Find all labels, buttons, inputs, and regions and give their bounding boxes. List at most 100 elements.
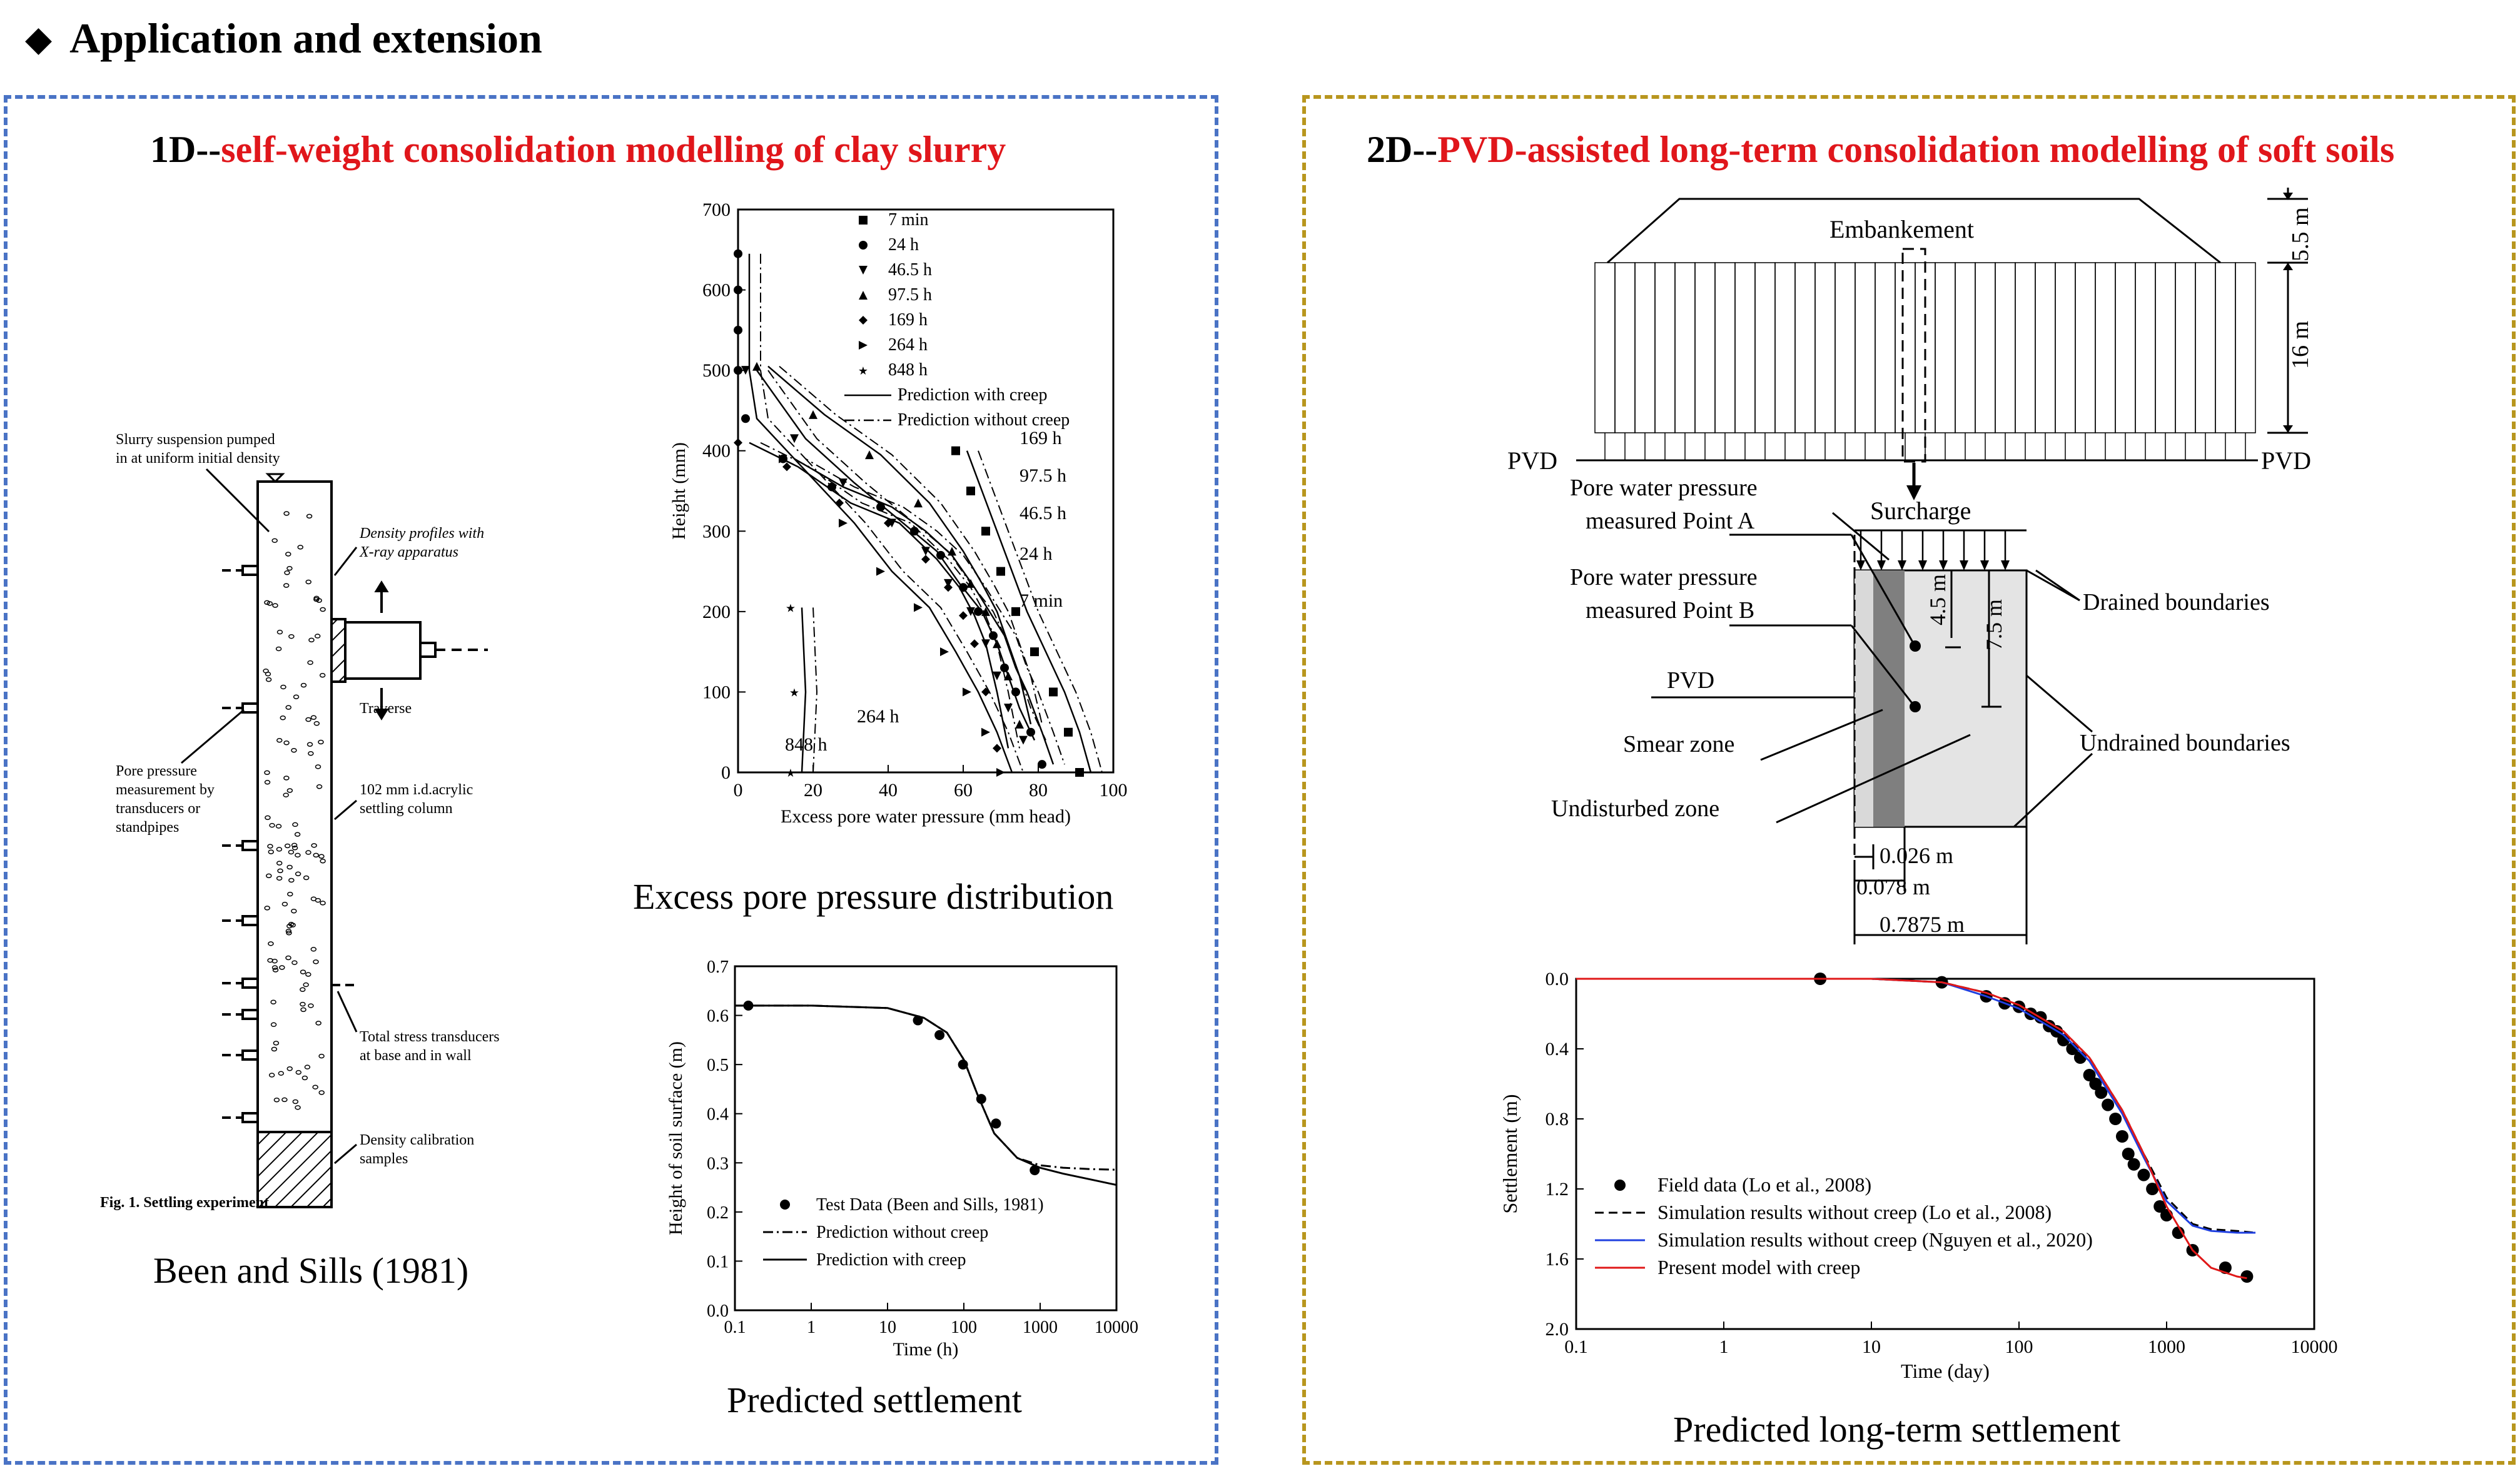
settling-experiment-figure: Slurry suspension pumped in at uniform i… — [100, 432, 500, 1211]
particle — [308, 637, 315, 643]
legend-label: 97.5 h — [888, 285, 932, 305]
legend-label: Prediction without creep — [898, 410, 1070, 430]
x-tick-label: 40 — [879, 780, 898, 801]
legend-label: 848 h — [888, 360, 928, 380]
left-panel-title: 1D--self-weight consolidation modelling … — [150, 128, 1006, 171]
slurry-particles — [263, 511, 326, 1110]
stress-label-1: Total stress transducers — [360, 1029, 500, 1045]
pore-label-3: transducers or — [116, 801, 200, 817]
particle — [271, 965, 278, 970]
particle — [291, 748, 297, 753]
point-a-label-1: Pore water pressure — [1570, 475, 1758, 501]
data-point — [876, 567, 885, 576]
data-point — [734, 325, 742, 335]
pvd-left-label: PVD — [1507, 447, 1557, 475]
y-tick-label: 700 — [702, 200, 731, 220]
field-data-point — [2137, 1168, 2150, 1181]
particle — [308, 1003, 314, 1008]
data-point — [809, 410, 817, 419]
data-point — [996, 768, 1005, 777]
particle — [318, 739, 324, 745]
embankment-shape — [1607, 198, 2221, 264]
field-data-point — [2083, 1069, 2096, 1081]
field-data-point — [2127, 1158, 2140, 1171]
pvd-column — [1814, 262, 1836, 433]
left-title-prefix: 1D-- — [150, 129, 221, 170]
particle — [310, 947, 317, 952]
particle — [320, 607, 326, 612]
settle-chart-caption: Predicted settlement — [727, 1380, 1022, 1420]
pvd-column — [2035, 262, 2056, 433]
data-point — [839, 518, 848, 528]
plot-frame — [737, 208, 1115, 774]
pvd-label: PVD — [1667, 667, 1714, 694]
pvd-column — [1834, 262, 1856, 433]
particle — [276, 847, 283, 852]
y-tick-label: 0.4 — [1546, 1039, 1569, 1059]
legend-marker — [859, 241, 868, 250]
legend-label: 169 h — [888, 310, 928, 330]
data-point — [734, 438, 742, 447]
creep-curve — [966, 450, 1092, 773]
y-tick-label: 0.3 — [707, 1154, 729, 1173]
field-data-point — [2153, 1200, 2167, 1213]
surcharge-arrow-icon — [1939, 560, 1948, 570]
particle — [269, 822, 275, 828]
right-panel-title: 2D--PVD-assisted long-term consolidation… — [1367, 128, 2394, 171]
point-a-label-2: measured Point A — [1586, 508, 1755, 534]
data-point — [1075, 768, 1084, 777]
x-tick-label: 100 — [951, 1318, 977, 1337]
pvd-column — [2015, 262, 2036, 433]
legend-label: 7 min — [888, 210, 929, 230]
legend-label: Simulation results without creep (Lo et … — [1657, 1201, 2052, 1223]
pore-label-2: measurement by — [116, 782, 215, 798]
w3-label: 0.7875 m — [1880, 912, 1965, 937]
particle — [285, 705, 291, 710]
particle — [265, 815, 271, 821]
particle — [297, 545, 303, 550]
data-point — [981, 527, 990, 536]
particle — [307, 660, 313, 665]
pvd-column — [2055, 262, 2076, 433]
x-tick-label: 100 — [1100, 780, 1128, 801]
pvd-column — [1674, 262, 1696, 433]
no-creep-line — [735, 1004, 1117, 1171]
w1-label: 0.026 m — [1880, 843, 1953, 868]
particle — [272, 603, 278, 608]
particle — [263, 669, 269, 674]
data-point — [993, 671, 1001, 680]
particle — [311, 843, 317, 848]
pvd-column — [1995, 262, 2016, 433]
curve-annotation: 24 h — [1020, 543, 1053, 564]
y-tick-label: 0 — [721, 762, 731, 783]
particle — [280, 715, 286, 720]
legend-label: 24 h — [888, 235, 919, 255]
smear-inner-rect — [1873, 570, 1905, 827]
simulation-line — [1576, 978, 2247, 1280]
particle — [273, 1098, 280, 1103]
surcharge-arrow-icon — [1856, 560, 1865, 570]
field-data-point — [2240, 1270, 2254, 1283]
data-point — [1019, 735, 1028, 745]
particle — [271, 1046, 278, 1052]
particle — [319, 672, 326, 678]
unit-cell-labels: Pore water pressure measured Point A Por… — [1551, 475, 2290, 822]
data-point — [959, 611, 968, 620]
calibration-samples — [256, 1131, 333, 1208]
pvd-embankment-diagram: Embankement 5.5 m 16 m PVD PVD Surcharge… — [1507, 188, 2314, 944]
y-tick-label: 0.0 — [707, 1302, 729, 1321]
data-point — [734, 285, 742, 295]
x-tick-label: 10000 — [2291, 1337, 2338, 1357]
right-chart-caption: Predicted long-term settlement — [1673, 1409, 2121, 1450]
data-point — [996, 567, 1005, 576]
x-tick-label: 1000 — [2148, 1337, 2185, 1357]
data-point: ★ — [786, 602, 796, 614]
calib-label-2: samples — [360, 1151, 408, 1167]
particle — [306, 513, 313, 519]
data-point — [1015, 719, 1024, 729]
particle — [314, 634, 321, 639]
down-arrow-icon — [1906, 485, 1921, 500]
right-title-prefix: 2D-- — [1367, 129, 1438, 170]
y-tick-label: 400 — [702, 441, 731, 462]
inner-dimensions — [1832, 512, 2001, 708]
